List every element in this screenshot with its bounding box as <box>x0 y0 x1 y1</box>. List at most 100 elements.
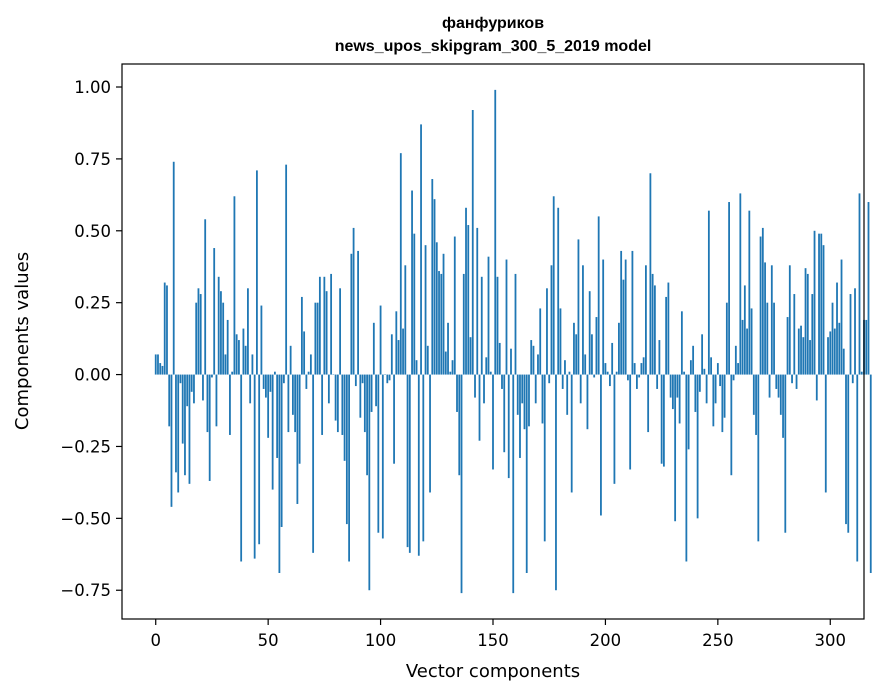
y-tick-label: 0.75 <box>74 150 111 169</box>
bar <box>258 374 261 545</box>
bar <box>732 374 735 381</box>
bar <box>300 296 303 375</box>
bar <box>206 374 209 433</box>
bar <box>811 294 814 375</box>
bar <box>519 374 521 458</box>
y-tick-label: 0.00 <box>74 366 111 385</box>
bar <box>831 302 834 375</box>
bar <box>247 288 249 375</box>
bar <box>312 374 315 553</box>
bar <box>698 374 701 392</box>
bar <box>208 374 211 481</box>
bar <box>397 340 400 375</box>
bar <box>267 374 270 438</box>
bar <box>368 374 371 591</box>
bar <box>291 374 294 415</box>
bar <box>514 273 517 375</box>
bar <box>307 371 310 375</box>
bar <box>761 227 764 375</box>
bar <box>854 288 856 375</box>
bar <box>593 374 596 378</box>
bar <box>505 259 508 375</box>
x-tick-label: 0 <box>150 631 161 650</box>
bar <box>168 374 171 427</box>
bar <box>543 374 546 542</box>
bar <box>532 345 535 375</box>
bars-group <box>154 89 872 594</box>
bar <box>399 153 402 375</box>
y-tick-label: −0.75 <box>60 581 111 600</box>
bar <box>568 371 571 375</box>
bar <box>402 328 404 375</box>
bar <box>730 374 733 476</box>
bar <box>316 302 319 375</box>
bar <box>777 374 780 398</box>
bar <box>476 227 479 375</box>
bar <box>570 374 573 493</box>
bar <box>671 374 674 410</box>
bar <box>707 210 710 375</box>
bar <box>561 374 564 389</box>
bar <box>800 325 802 375</box>
bar <box>229 374 231 435</box>
bar <box>575 334 578 375</box>
bar <box>804 268 807 375</box>
bar <box>806 273 809 375</box>
bar <box>188 374 191 484</box>
bar <box>712 374 715 427</box>
bar <box>647 374 650 433</box>
y-axis-ticks: −0.75 −0.50 −0.25 0.00 0.25 0.50 0.75 1.00 <box>60 78 122 600</box>
bar <box>184 374 186 476</box>
plot-area-frame <box>121 63 865 620</box>
bar <box>370 374 373 412</box>
bar <box>474 374 476 398</box>
bar <box>217 276 220 375</box>
bar <box>406 374 409 548</box>
bar <box>653 285 656 375</box>
bar <box>274 371 276 375</box>
bar <box>280 374 283 527</box>
bar <box>676 374 679 398</box>
bar <box>456 374 458 412</box>
bar <box>420 124 422 375</box>
bar <box>559 308 562 375</box>
bar <box>276 374 279 458</box>
x-tick-label: 50 <box>258 631 279 650</box>
bar <box>573 322 575 375</box>
bar <box>451 360 454 375</box>
bar <box>809 340 811 375</box>
bar <box>321 374 324 435</box>
bar <box>282 374 285 384</box>
bar <box>366 374 368 476</box>
bar <box>836 282 838 375</box>
bar <box>175 374 177 473</box>
bar <box>550 265 553 375</box>
bar <box>705 374 708 404</box>
bar <box>640 363 643 375</box>
bar <box>649 173 652 375</box>
bar <box>631 250 634 375</box>
bar <box>784 374 787 533</box>
bar <box>591 334 593 375</box>
bar <box>404 265 407 375</box>
chart-subtitle: news_upos_skipgram_300_5_2019 model <box>335 38 652 55</box>
bar <box>521 374 524 404</box>
bar <box>613 374 616 484</box>
bar <box>465 207 467 375</box>
bar <box>345 374 348 525</box>
bar <box>510 348 512 375</box>
bar <box>755 374 757 435</box>
bar <box>829 331 832 375</box>
bar <box>485 357 488 375</box>
bar <box>231 371 234 375</box>
bar <box>600 374 602 516</box>
bar <box>251 354 254 375</box>
bar <box>372 322 375 375</box>
bar <box>824 374 827 493</box>
bar <box>447 322 449 375</box>
bar <box>548 374 551 384</box>
bar <box>186 374 189 407</box>
bar <box>278 374 281 573</box>
bar <box>417 374 420 556</box>
